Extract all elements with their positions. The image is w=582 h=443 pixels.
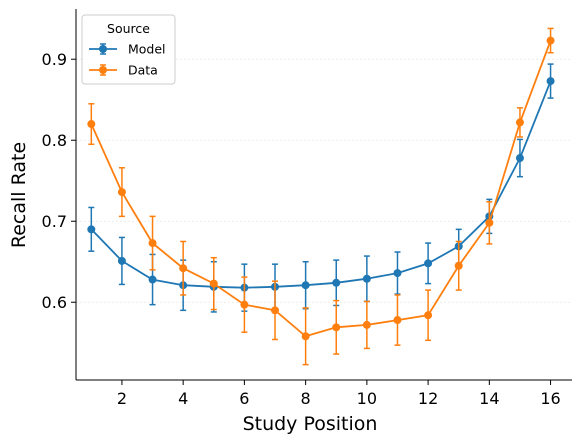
data-point	[515, 154, 524, 163]
series-layer	[87, 27, 555, 366]
data-point	[546, 77, 555, 86]
data-point	[301, 332, 310, 341]
data-point	[117, 256, 126, 265]
data-point	[362, 320, 371, 329]
legend-entry-model: Model	[89, 42, 166, 57]
x-tick-label: 8	[301, 389, 311, 408]
series-line	[90, 40, 552, 338]
x-tick-label: 16	[540, 389, 560, 408]
data-point	[332, 323, 341, 332]
data-point	[424, 259, 433, 268]
legend-label: Model	[128, 42, 166, 57]
data-point	[271, 306, 280, 315]
y-tick-label: 0.9	[42, 50, 67, 69]
x-tick-label: 4	[178, 389, 188, 408]
data-point	[393, 316, 402, 325]
x-tick-label: 14	[479, 389, 499, 408]
data-point	[301, 281, 310, 290]
data-point	[454, 261, 463, 270]
legend-entries: Model Data	[89, 42, 166, 78]
data-point	[179, 264, 188, 273]
data-point	[362, 274, 371, 283]
data-point	[424, 311, 433, 320]
legend-swatch-marker	[99, 66, 107, 74]
data-point	[546, 36, 555, 45]
data-point	[148, 275, 157, 284]
y-tick-label: 0.8	[42, 131, 67, 150]
data-point	[209, 279, 218, 288]
x-tick-label: 12	[418, 389, 438, 408]
legend-entry-data: Data	[89, 63, 158, 78]
series-data	[87, 27, 555, 366]
x-axis-title: Study Position	[243, 413, 378, 435]
x-tick-label: 6	[239, 389, 249, 408]
grid-lines	[76, 58, 572, 303]
y-tick-label: 0.7	[42, 212, 67, 231]
legend: Source Model Data	[81, 14, 176, 85]
data-point	[240, 300, 249, 309]
data-point	[117, 188, 126, 197]
data-point	[515, 118, 524, 127]
series-model	[87, 63, 555, 313]
x-tick-label: 10	[357, 389, 377, 408]
y-axis-title: Recall Rate	[8, 142, 30, 248]
data-point	[485, 218, 494, 227]
x-tick-label: 2	[117, 389, 127, 408]
data-point	[87, 225, 96, 234]
series-line	[90, 80, 552, 289]
data-point	[87, 120, 96, 129]
legend-label: Data	[128, 63, 158, 78]
y-tick-label: 0.6	[42, 293, 67, 312]
legend-swatch-marker	[99, 45, 107, 53]
legend-title: Source	[107, 21, 150, 36]
tick-layer: 0.6 0.7 0.8 0.9 2 4 6 8 10 12 14 16	[42, 50, 561, 408]
data-point	[148, 239, 157, 248]
data-point	[332, 278, 341, 287]
data-point	[393, 269, 402, 278]
